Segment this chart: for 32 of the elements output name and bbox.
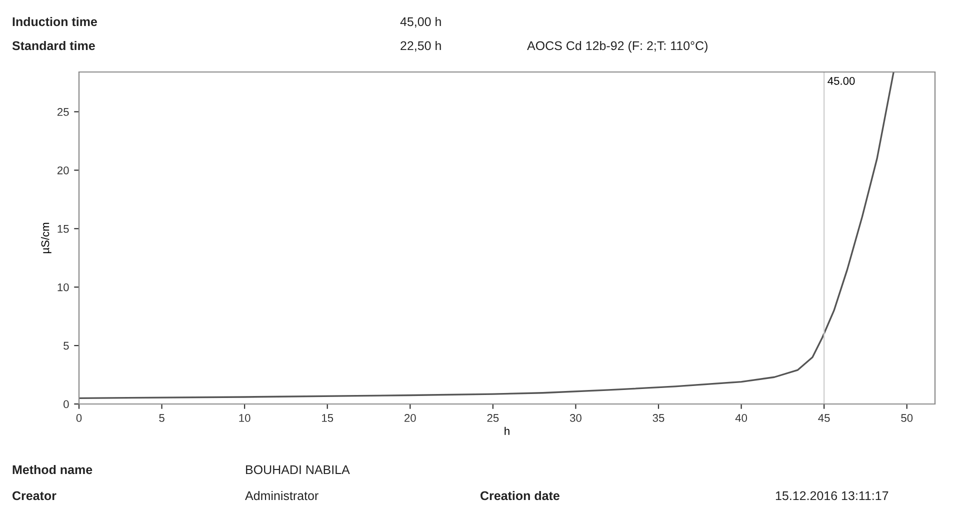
text: 15.12.2016 13:11:17	[776, 491, 888, 500]
text: Creator	[12, 491, 56, 500]
x-tick-label: 10	[239, 414, 250, 422]
x-tick-label: 15	[322, 414, 334, 422]
y-tick-label: 0	[64, 400, 69, 408]
text: AOCS Cd 12b-92 (F: 2;T: 110°C)	[527, 40, 708, 53]
x-axis-title: h	[504, 426, 510, 435]
line-series	[79, 72, 894, 399]
y-tick-label: 25	[57, 108, 69, 116]
text: Administrator	[245, 490, 318, 500]
text: Standard time	[12, 40, 95, 50]
x-tick-label: 25	[487, 414, 499, 422]
ref-line-label: 45.00	[828, 76, 855, 85]
x-tick-label: 0	[76, 414, 82, 422]
text: Creation date	[480, 490, 560, 500]
x-tick-label: 45	[818, 414, 830, 422]
x-tick-label: 20	[404, 414, 416, 422]
y-axis-title: µS/cm	[41, 222, 52, 254]
text: 22,50 h	[400, 40, 441, 52]
x-tick-label: 5	[159, 414, 164, 422]
y-tick-label: 10	[58, 283, 69, 292]
y-tick-label: 15	[58, 225, 69, 233]
y-tick-label: 5	[64, 342, 69, 350]
text: Induction time	[12, 16, 97, 26]
text: BOUHADI NABILA	[246, 465, 350, 474]
text: Method name	[12, 464, 92, 474]
x-tick-label: 30	[570, 414, 582, 422]
x-tick-label: 40	[735, 414, 748, 422]
y-tick-label: 20	[57, 166, 69, 174]
x-tick-label: 35	[652, 414, 664, 422]
x-tick-label: 50	[901, 414, 913, 422]
text: 45,00 h	[400, 16, 441, 28]
